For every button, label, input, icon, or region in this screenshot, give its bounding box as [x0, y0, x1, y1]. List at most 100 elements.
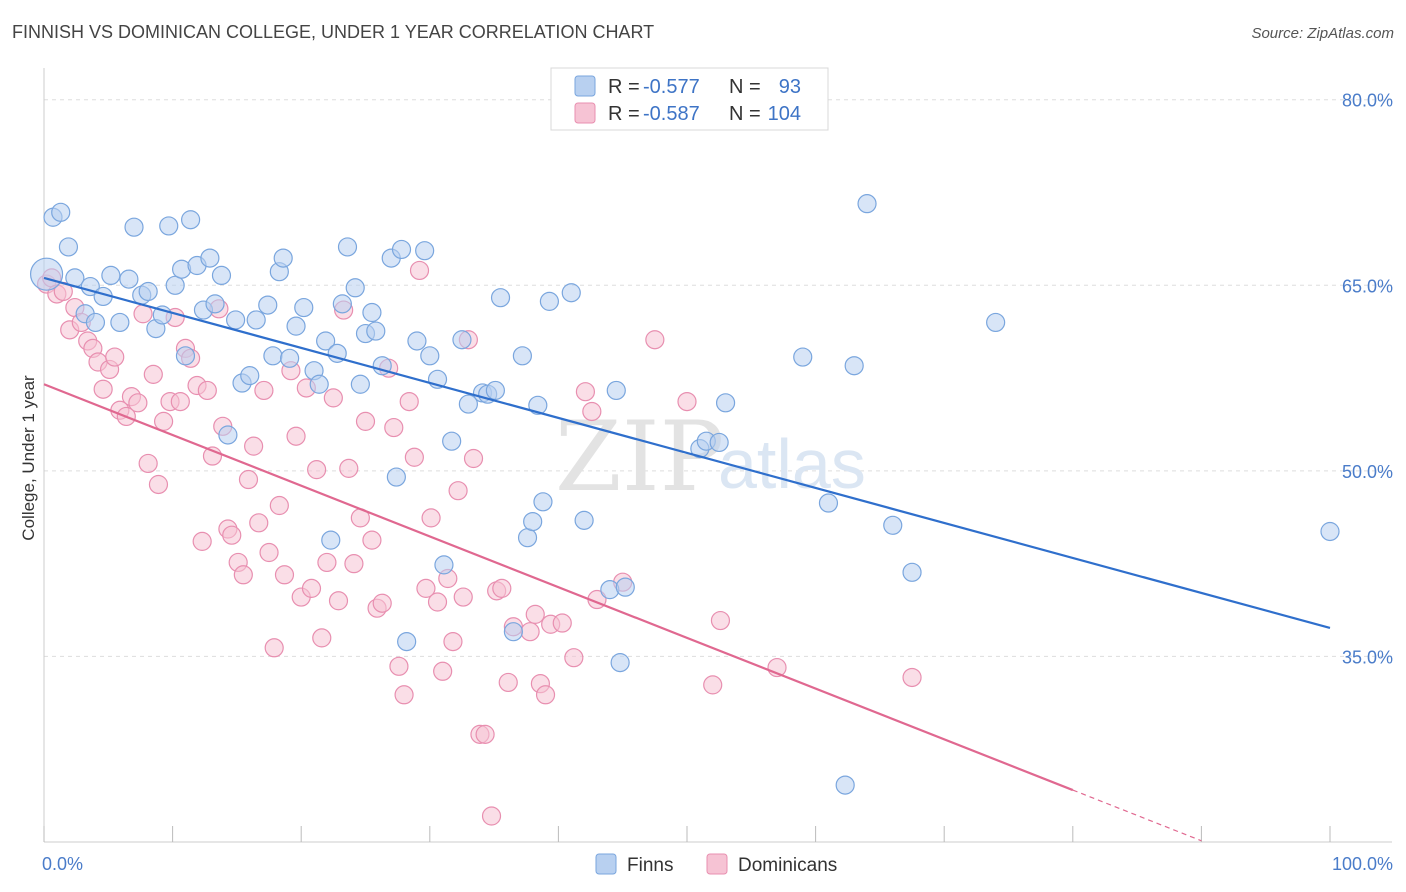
- finns-point-37: [286, 316, 306, 336]
- y-tick-label-2: 65.0%: [1342, 276, 1393, 296]
- dominicans-point-54: [328, 591, 349, 611]
- finns-point-58: [420, 346, 440, 366]
- trend-lines: [43, 276, 1331, 842]
- finns-point-63: [458, 394, 478, 414]
- legend-swatch-finns: [574, 75, 596, 97]
- finns-point-41: [316, 331, 336, 351]
- finns-point-75: [561, 283, 581, 303]
- finns-point-26: [211, 265, 232, 286]
- finns-point-62: [452, 330, 472, 350]
- dominicans-point-85: [498, 672, 518, 693]
- dominicans-point-99: [677, 391, 697, 412]
- finns-point-14: [138, 281, 158, 302]
- dominicans-point-29: [197, 380, 217, 401]
- finns-point-90: [883, 515, 903, 535]
- finns-point-87: [835, 775, 855, 795]
- dominicans-point-52: [317, 552, 337, 573]
- finns-point-92: [986, 312, 1006, 333]
- bottom-legend-label-dominicans: Dominicans: [738, 855, 837, 876]
- chart-title: FINNISH VS DOMINICAN COLLEGE, UNDER 1 YE…: [12, 22, 654, 42]
- finns-point-85: [793, 347, 813, 367]
- legend-r-value-finns: -0.577: [643, 76, 700, 98]
- dominicans-point-16: [128, 393, 148, 413]
- finns-point-83: [709, 432, 729, 453]
- dominicans-point-39: [249, 513, 269, 533]
- finns-point-55: [397, 631, 417, 652]
- finns-point-24: [200, 248, 220, 268]
- finns-point-74: [539, 291, 559, 311]
- finns-point-73: [533, 492, 553, 512]
- finns-point-61: [442, 431, 462, 451]
- finns-point-67: [490, 288, 511, 308]
- y-tick-labels: 35.0% 50.0% 65.0% 80.0%: [1342, 91, 1393, 668]
- dominicans-point-49: [301, 578, 322, 598]
- dominicans-point-93: [564, 648, 584, 668]
- legend-r-label-finns: R =: [608, 76, 640, 98]
- dominicans-point-70: [416, 578, 436, 598]
- dominicans-point-68: [404, 447, 424, 467]
- finns-point-32: [258, 295, 278, 315]
- dominicans-point-72: [427, 592, 448, 612]
- dominicans-point-69: [409, 260, 430, 281]
- finns-point-80: [615, 577, 635, 597]
- dominicans-points: [36, 260, 922, 826]
- finns-point-31: [246, 310, 266, 330]
- y-tick-label-3: 80.0%: [1342, 91, 1393, 111]
- x-tick-label-1: 100.0%: [1332, 854, 1393, 874]
- finns-point-7: [85, 312, 106, 333]
- dominicans-point-64: [384, 417, 404, 438]
- finns-point-71: [523, 511, 543, 532]
- dominicans-point-71: [421, 508, 441, 528]
- bottom-legend: Finns Dominicans: [595, 853, 837, 876]
- finns-point-79: [610, 653, 630, 673]
- dominicans-point-40: [254, 380, 274, 401]
- finns-point-56: [407, 331, 427, 351]
- finns-point-10: [110, 312, 130, 333]
- finns-point-86: [818, 493, 839, 513]
- finns-point-18: [165, 275, 185, 295]
- dominicans-point-43: [269, 495, 289, 516]
- finns-point-9: [101, 265, 121, 286]
- dominicans-trend-extension: [1072, 789, 1202, 842]
- finns-point-46: [345, 278, 365, 298]
- finns-point-68: [503, 622, 523, 642]
- finns-point-3: [58, 237, 79, 257]
- finns-point-21: [181, 210, 201, 230]
- dominicans-point-44: [274, 565, 295, 585]
- finns-point-12: [124, 217, 144, 237]
- dominicans-point-57: [344, 554, 364, 574]
- finns-point-53: [386, 467, 406, 487]
- dominicans-point-60: [362, 530, 382, 550]
- dominicans-point-77: [453, 587, 473, 607]
- finns-point-50: [366, 321, 386, 341]
- finns-point-60: [434, 555, 454, 575]
- finns-point-78: [606, 380, 626, 401]
- dominicans-point-50: [307, 460, 327, 480]
- finns-points: [29, 194, 1340, 795]
- bottom-legend-swatch-finns: [595, 853, 617, 875]
- finns-point-36: [280, 348, 300, 368]
- dominicans-point-88: [525, 604, 545, 624]
- dominicans-point-82: [481, 806, 502, 826]
- dominicans-point-12: [105, 347, 125, 367]
- finns-point-11: [119, 269, 139, 289]
- y-axis-label: College, Under 1 year: [19, 375, 38, 541]
- dominicans-point-36: [233, 565, 253, 585]
- dominicans-point-62: [372, 593, 392, 613]
- dominicans-point-67: [399, 391, 419, 412]
- legend-r-value-dominicans: -0.587: [643, 103, 700, 125]
- dominicans-point-34: [222, 525, 242, 545]
- watermark: ZIP atlas: [555, 401, 866, 513]
- dominicans-point-81: [475, 724, 495, 744]
- finns-point-84: [715, 393, 736, 413]
- source-label: Source: ZipAtlas.com: [1251, 25, 1394, 42]
- dominicans-point-73: [433, 661, 453, 681]
- finns-point-66: [485, 380, 505, 401]
- dominicans-point-101: [710, 610, 731, 631]
- finns-point-35: [273, 248, 293, 268]
- finns-point-88: [844, 356, 864, 376]
- dominicans-point-103: [902, 667, 922, 688]
- legend-frame: [550, 67, 829, 131]
- dominicans-point-66: [394, 685, 414, 705]
- dominicans-point-21: [153, 411, 174, 431]
